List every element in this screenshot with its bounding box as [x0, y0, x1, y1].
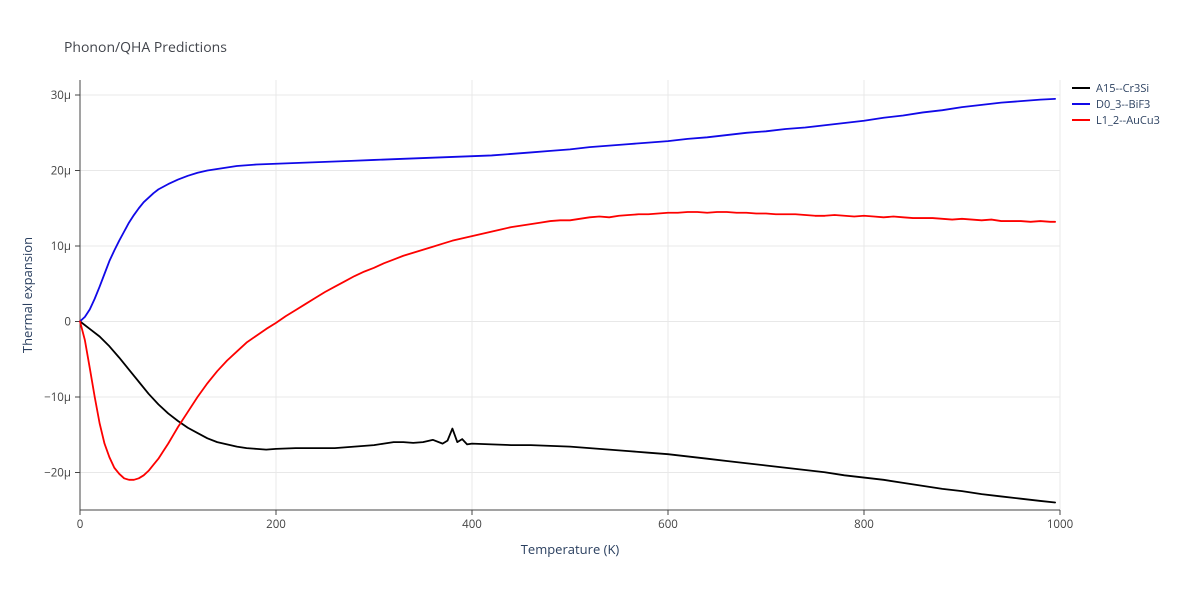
y-tick-label: −20μ — [44, 465, 71, 480]
legend-swatch — [1072, 119, 1090, 121]
series-line[interactable] — [80, 212, 1055, 480]
legend-item[interactable]: A15--Cr3Si — [1072, 80, 1160, 96]
x-tick-label: 800 — [854, 517, 874, 532]
x-tick-label: 200 — [266, 517, 286, 532]
legend-label: L1_2--AuCu3 — [1096, 113, 1160, 128]
y-axis-title: Thermal expansion — [18, 237, 36, 353]
series-line[interactable] — [80, 99, 1055, 322]
x-tick-label: 400 — [462, 517, 482, 532]
legend-item[interactable]: L1_2--AuCu3 — [1072, 112, 1160, 128]
x-tick-label: 600 — [658, 517, 678, 532]
y-tick-label: 20μ — [51, 164, 71, 179]
y-tick-label: 10μ — [51, 239, 71, 254]
series-line[interactable] — [80, 321, 1055, 502]
y-tick-label: 30μ — [51, 88, 71, 103]
x-tick-label: 0 — [77, 517, 84, 532]
legend-label: A15--Cr3Si — [1096, 81, 1149, 96]
legend-swatch — [1072, 87, 1090, 89]
chart-plot-svg: 0 200 400 600 800 1000 −20μ −10μ 0 10μ 20μ 30μ Tempe… — [0, 0, 1200, 600]
x-tick-label: 1000 — [1047, 517, 1073, 532]
legend-item[interactable]: D0_3--BiF3 — [1072, 96, 1160, 112]
x-axis-title: Temperature (K) — [521, 540, 620, 558]
legend-label: D0_3--BiF3 — [1096, 97, 1150, 112]
legend-swatch — [1072, 103, 1090, 105]
legend: A15--Cr3SiD0_3--BiF3L1_2--AuCu3 — [1072, 80, 1160, 128]
y-tick-label: −10μ — [44, 390, 71, 405]
y-tick-label: 0 — [64, 314, 71, 329]
chart-container: Phonon/QHA Predictions 02004006008001000… — [0, 0, 1200, 600]
